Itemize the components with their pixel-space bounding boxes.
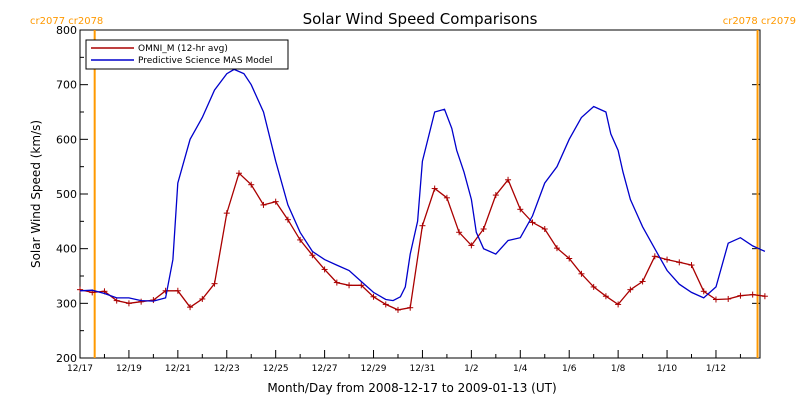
data-point-omni [651, 253, 658, 260]
data-point-omni [517, 206, 524, 213]
x-axis-label: Month/Day from 2008-12-17 to 2009-01-13 … [267, 381, 556, 395]
x-tick-label: 1/8 [611, 364, 626, 374]
data-point-omni [431, 185, 438, 192]
data-point-omni [627, 286, 634, 293]
data-point-omni [260, 201, 267, 208]
legend-box [85, 39, 289, 70]
data-point-omni [566, 255, 573, 262]
data-point-omni [578, 270, 585, 277]
x-tick-label: 12/17 [67, 364, 93, 374]
data-point-omni [480, 225, 487, 232]
data-point-omni [505, 176, 512, 183]
data-point-omni [541, 225, 548, 232]
x-tick-label: 12/31 [409, 364, 435, 374]
y-axis: 200 300 400 500 600 700 800 [56, 24, 760, 365]
data-point-omni [700, 288, 707, 295]
data-point-omni [321, 266, 328, 273]
data-point-omni [358, 282, 365, 289]
legend-label-model: Predictive Science MAS Model [138, 56, 273, 66]
data-point-omni [199, 295, 206, 302]
data-point-omni [456, 229, 463, 236]
series-layer [77, 68, 768, 313]
series-line-model [79, 68, 766, 302]
chart-title: Solar Wind Speed Comparisons [303, 10, 538, 28]
data-point-omni [749, 291, 756, 298]
data-point-omni [676, 259, 683, 266]
x-tick-label: 1/2 [464, 364, 478, 374]
x-tick-label: 12/27 [312, 364, 338, 374]
x-tick-label: 1/12 [706, 364, 726, 374]
carrington-label-right: cr2078 cr2079 [723, 16, 796, 27]
data-point-omni [77, 286, 83, 293]
data-point-omni [235, 170, 242, 177]
y-tick-label: 400 [56, 243, 77, 256]
data-point-omni [602, 293, 609, 300]
legend: OMNI_M (12-hr avg) Predictive Science MA… [85, 39, 289, 70]
data-point-omni [382, 301, 389, 308]
y-tick-label: 300 [56, 297, 77, 310]
x-tick-label: 1/6 [562, 364, 577, 374]
data-point-omni [419, 222, 426, 229]
x-tick-label: 1/4 [513, 364, 528, 374]
data-point-omni [688, 262, 695, 269]
data-point-omni [761, 293, 768, 300]
data-point-omni [615, 301, 622, 308]
data-point-omni [468, 242, 475, 249]
data-point-omni [492, 192, 499, 199]
carrington-markers [93, 30, 759, 358]
data-point-omni [138, 298, 145, 305]
data-point-omni [309, 252, 316, 259]
data-point-omni [174, 287, 181, 294]
data-point-omni [223, 210, 230, 217]
data-point-omni [664, 256, 671, 263]
data-point-omni [407, 304, 414, 311]
legend-label-omni: OMNI_M (12-hr avg) [138, 44, 228, 54]
data-point-omni [370, 293, 377, 300]
data-point-omni [639, 278, 646, 285]
data-point-omni [346, 282, 353, 289]
data-point-omni [443, 194, 450, 201]
data-point-omni [590, 283, 597, 290]
x-tick-label: 12/29 [361, 364, 387, 374]
y-tick-label: 800 [56, 24, 77, 37]
data-point-omni [248, 181, 255, 188]
y-tick-label: 200 [56, 352, 77, 365]
y-axis-label: Solar Wind Speed (km/s) [29, 120, 43, 268]
data-point-omni [284, 216, 291, 223]
x-tick-label: 12/19 [116, 364, 142, 374]
data-point-omni [272, 198, 279, 205]
y-tick-label: 600 [56, 133, 77, 146]
y-tick-label: 500 [56, 188, 77, 201]
data-point-omni [394, 306, 401, 313]
carrington-label-left: cr2077 cr2078 [30, 16, 103, 27]
data-point-omni [187, 304, 194, 311]
data-point-omni [553, 245, 560, 252]
x-tick-label: 1/10 [657, 364, 677, 374]
x-tick-label: 12/23 [214, 364, 240, 374]
data-point-omni [125, 300, 132, 307]
data-point-omni [712, 296, 719, 303]
data-point-omni [725, 295, 732, 302]
data-point-omni [333, 279, 340, 286]
data-point-omni [737, 292, 744, 299]
data-point-omni [297, 236, 304, 243]
data-point-omni [113, 297, 120, 304]
y-tick-label: 700 [56, 79, 77, 92]
x-tick-label: 12/21 [165, 364, 191, 374]
x-axis: 12/17 12/19 12/21 12/23 12/25 12/27 12/29 12/31… [67, 350, 741, 374]
x-tick-label: 12/25 [263, 364, 289, 374]
data-point-omni [211, 280, 218, 287]
data-point-omni [529, 219, 536, 226]
